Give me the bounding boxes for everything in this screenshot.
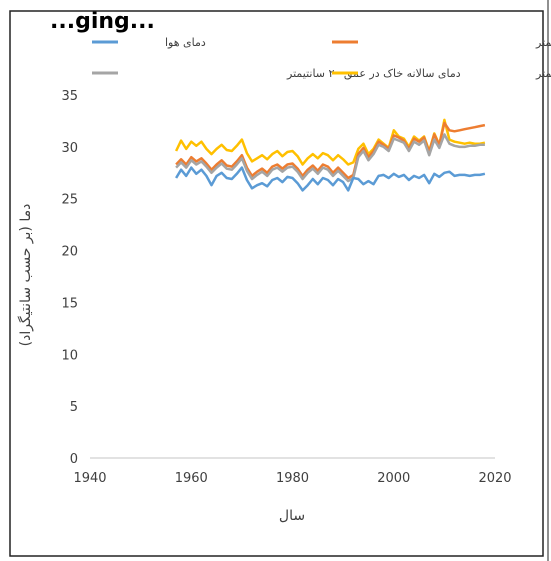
x-tick-label: 1980 [276,471,309,486]
y-tick-label: 25 [61,193,78,208]
top-heading: ...ging... [50,9,155,34]
y-tick-label: 35 [61,89,78,104]
legend-label-soil50: دمای سالانه خاک در عمق ۵۰ سانتیمتر [535,67,551,81]
legend-label-soil20: دمای سالانه خاک در عمق ۲۰ سانتیمتر [286,67,461,81]
x-tick-label: 2020 [478,471,511,486]
legend-label-soil5: دمای سالانه خاک در عمق ۵ سانتیمتر [535,36,551,50]
series-line-0 [175,166,486,192]
x-axis-title: سال [279,508,305,524]
x-tick-label: 1940 [73,471,106,486]
y-tick-label: 0 [70,452,78,467]
y-tick-label: 15 [61,296,78,311]
legend-label-air: دمای هوا [165,36,206,49]
legend: دمای هوا دمای سالانه خاک در عمق ۵ سانتیم… [92,36,551,81]
y-tick-label: 20 [61,245,78,260]
y-tick-label: 5 [70,400,78,415]
x-tick-label: 2000 [377,471,410,486]
series-lines [174,118,486,192]
y-tick-labels: 0 5 10 15 20 25 30 35 [61,89,78,467]
y-tick-label: 10 [61,348,78,363]
series-line-2 [175,133,485,183]
y-tick-label: 30 [61,141,78,156]
y-axis-title: دما (بر حسب سانتیگراد) [17,204,34,347]
chart-border [9,10,544,557]
x-tick-label: 1960 [175,471,208,486]
x-tick-labels: 1940 1960 1980 2000 2020 [73,471,511,486]
series-line-1 [175,121,486,180]
